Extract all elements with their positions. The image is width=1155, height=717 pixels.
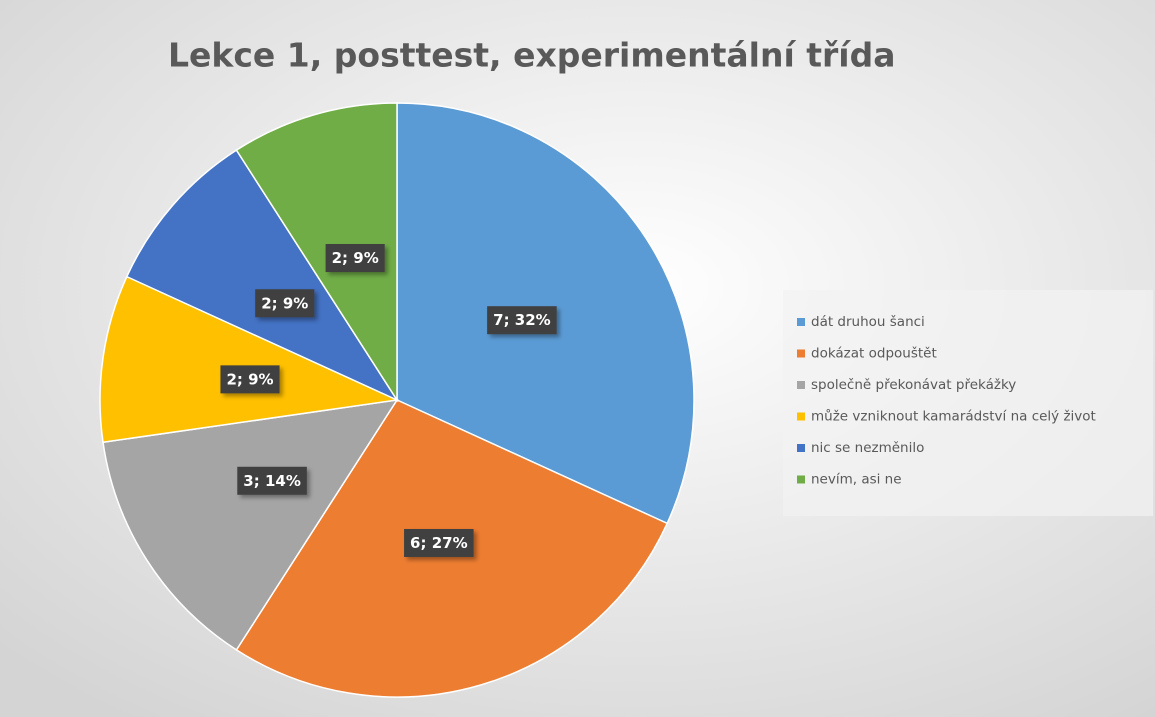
data-label: 2; 9% [220, 365, 280, 394]
data-label-text: 6; 27% [410, 534, 468, 552]
legend-swatch [797, 381, 805, 389]
legend-label: nevím, asi ne [811, 472, 902, 488]
legend-label: nic se nezměnilo [811, 440, 924, 456]
legend-swatch [797, 349, 805, 358]
legend-swatch [797, 412, 805, 421]
chart-title: Lekce 1, posttest, experimentální třída [168, 36, 896, 75]
pie-slice [102, 399, 399, 651]
legend-label: společně překonávat překážky [811, 377, 1016, 393]
legend-box [783, 290, 1153, 516]
data-label-box [255, 289, 315, 318]
legend-swatch [797, 444, 805, 452]
data-label-text: 2; 9% [226, 370, 273, 388]
data-label: 7; 32% [487, 306, 557, 335]
data-label-box [237, 466, 307, 495]
data-label-box [325, 244, 385, 273]
data-label: 6; 27% [404, 528, 474, 557]
data-label-box [220, 365, 280, 394]
legend-swatch [797, 475, 805, 484]
data-label-text: 7; 32% [493, 311, 551, 329]
data-label-text: 2; 9% [332, 249, 379, 267]
pie-slice [99, 275, 400, 444]
data-label-text: 3; 14% [243, 472, 301, 490]
data-label-text: 2; 9% [261, 294, 308, 312]
pie-slice [235, 102, 398, 403]
pie-slice [125, 149, 400, 402]
legend-swatch [797, 318, 805, 326]
legend-label: může vzniknout kamarádství na celý život [811, 409, 1096, 425]
legend-label: dát druhou šanci [811, 314, 925, 330]
data-label: 2; 9% [325, 244, 385, 273]
data-label-box [404, 528, 474, 557]
data-label: 2; 9% [255, 289, 315, 318]
data-label: 3; 14% [237, 466, 307, 495]
legend-label: dokázat odpouštět [811, 346, 937, 362]
data-label-box [487, 306, 557, 335]
